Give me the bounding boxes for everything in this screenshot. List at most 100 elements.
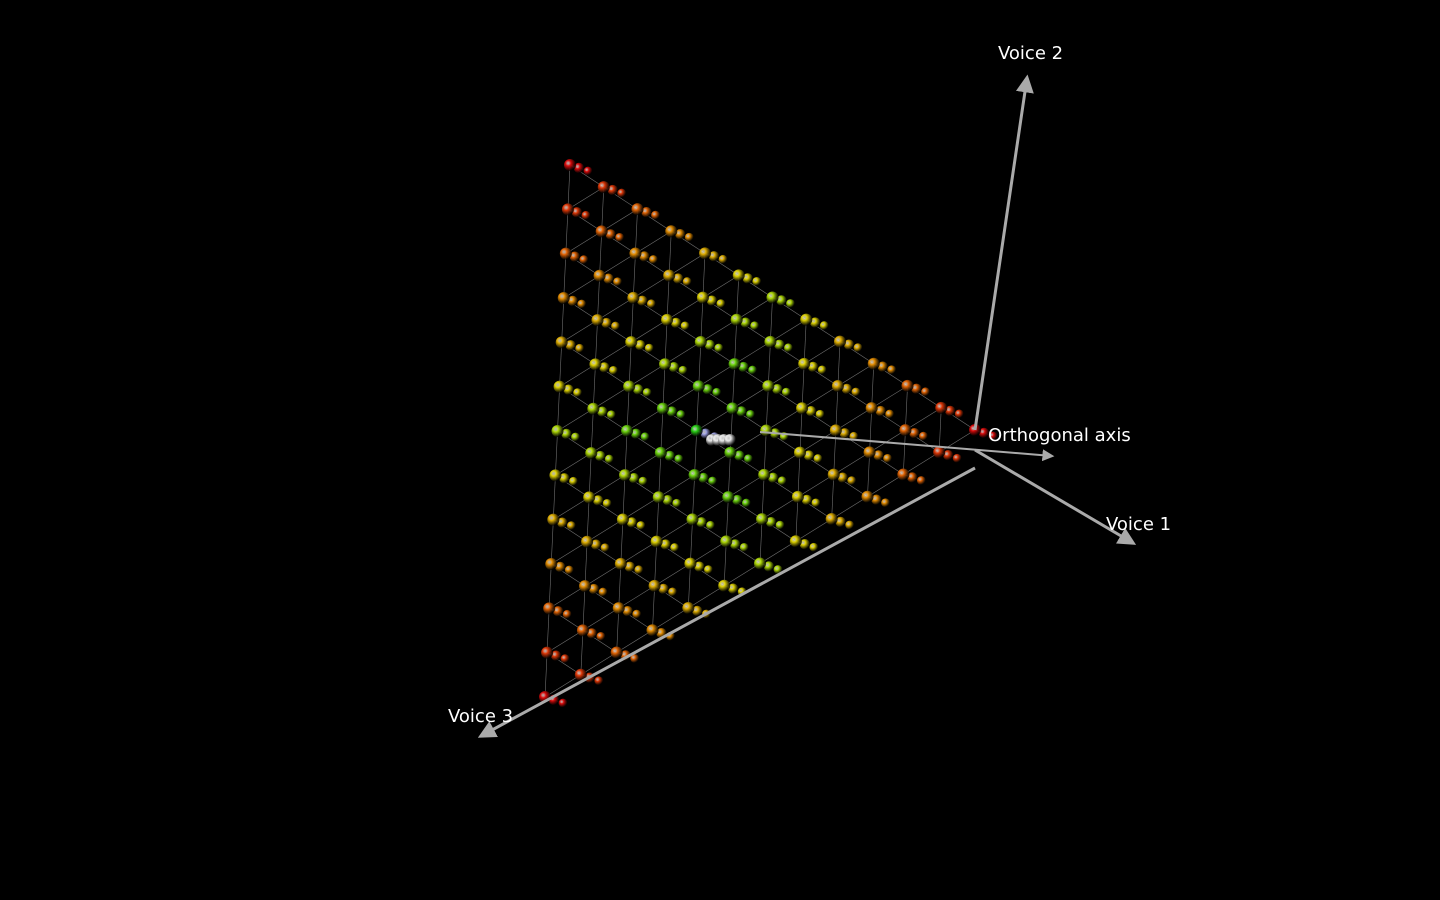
grid-line [654,541,657,586]
lattice-point [732,269,745,282]
lattice-point [805,406,817,417]
lattice-point [899,424,912,437]
grid-line [837,363,874,387]
lattice-point [640,432,650,442]
lattice-point [839,428,851,439]
lattice-point [688,469,701,481]
lattice-point [933,446,946,459]
grid-line [835,407,872,431]
lattice-point [662,495,673,506]
lattice-point [786,299,795,308]
grid-line [563,253,567,299]
grid-line [548,563,552,609]
lattice-point [796,402,809,415]
lattice-point [686,513,699,526]
lattice-point [684,232,694,242]
grid-line [905,407,942,431]
grid-line [759,540,796,564]
grid-line [551,541,588,565]
lattice-point [644,343,654,353]
grid-line [599,231,602,276]
lattice-point [654,446,667,459]
lattice-point [575,343,585,353]
lattice-point [911,383,922,395]
grid-line [688,585,725,609]
lattice-point [799,539,811,550]
lattice-point [682,277,692,286]
grid-line [586,497,590,542]
lattice-point [811,498,821,508]
lattice-point [603,273,614,284]
lattice-point [777,476,787,486]
grid-line [635,209,638,254]
lattice-point [720,535,733,548]
grid-line [732,385,769,409]
grid-line [833,452,870,475]
lattice-point [613,277,622,287]
grid-line [618,563,622,609]
grid-line [759,519,763,564]
lattice-point [569,476,578,486]
lattice-point [624,561,636,573]
lattice-point [873,450,884,461]
lattice-point [579,255,589,265]
lattice-point [557,292,570,304]
grid-line [601,208,638,232]
lattice-point [837,472,848,483]
lattice-point [668,587,677,597]
voice-1-axis [974,448,1137,545]
lattice-point [722,491,735,504]
grid-line [652,607,689,631]
grid-line [544,652,548,698]
lattice-point [776,295,787,306]
grid-line [656,497,660,542]
lattice-point [597,406,608,417]
lattice-point [801,494,813,506]
lattice-point [564,159,576,171]
lattice-point [637,295,648,307]
lattice-point [625,336,638,349]
lattice-point [547,513,560,526]
lattice-point [631,203,644,216]
voice-3-axis [477,466,976,738]
lattice-point [916,476,926,485]
lattice-point [885,409,895,419]
lattice-point [708,251,720,262]
lattice-point [706,520,715,530]
axes [477,74,1137,738]
lattice-point [586,628,598,639]
grid-line [869,408,872,453]
lattice-point [740,317,751,328]
lattice-point [748,365,757,375]
lattice-point [789,535,802,548]
lattice-point [825,513,838,525]
lattice-point [716,299,726,309]
lattice-point [835,516,846,528]
grid-line [622,475,626,520]
lattice-point [555,561,566,573]
grid-line [938,407,942,453]
grid-line [698,341,702,387]
lattice-point [807,361,819,373]
grid-line [629,363,666,387]
grid-line [700,319,737,343]
grid-line [563,275,600,299]
lattice-point [732,494,743,506]
lattice-point [865,402,878,415]
grid-line [761,496,799,520]
lattice-point [897,468,910,481]
grid-line [565,209,569,254]
lattice-point [754,557,766,570]
grid-line [837,341,841,387]
lattice-point [798,357,811,370]
voice-2-axis [973,74,1034,431]
grid-line [766,407,803,431]
grid-line [831,474,835,520]
lattice-point [819,321,829,330]
grid-line [599,253,636,277]
grid-line [765,386,769,431]
grid-line [559,364,596,387]
lattice-point [595,450,606,462]
lattice-point [588,583,600,595]
